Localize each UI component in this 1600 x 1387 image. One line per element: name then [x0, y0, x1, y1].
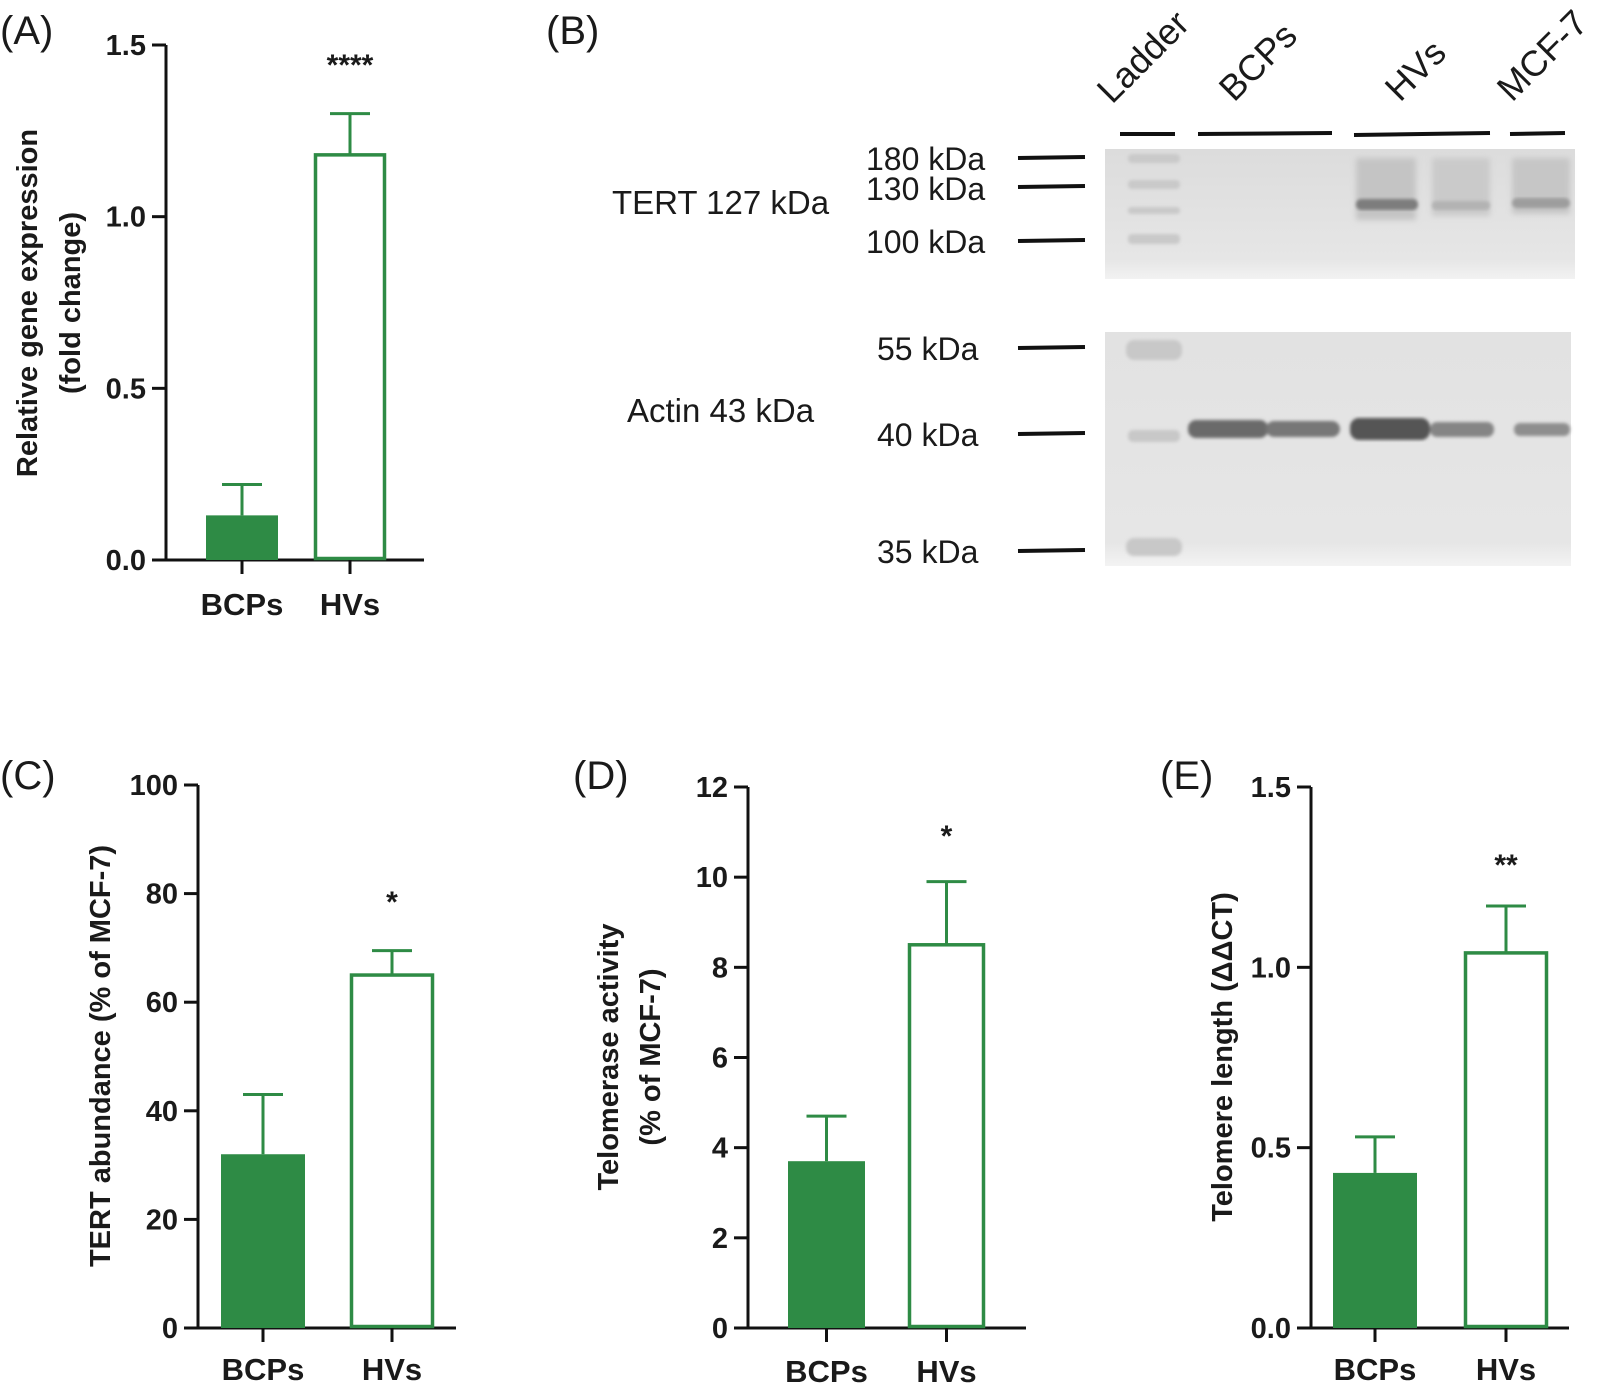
y-tick-label: 1.0	[106, 202, 146, 234]
bar-hvs	[907, 943, 986, 1329]
lane-label-mcf7: MCF-7	[1489, 2, 1596, 109]
panel-label: (C)	[0, 754, 56, 798]
marker-55-tick	[1017, 345, 1086, 350]
x-category-label: BCPs	[201, 587, 284, 622]
bar-bcps	[206, 515, 278, 560]
actin-gel	[1105, 332, 1571, 566]
significance-marker: *	[386, 886, 398, 919]
marker-180-tick	[1017, 155, 1086, 160]
tert-gel	[1105, 149, 1575, 279]
tert-ladder-bands	[1128, 154, 1180, 244]
y-tick-label: 1.5	[106, 30, 146, 62]
y-tick-label: 0.5	[1251, 1133, 1291, 1165]
lane-label-hvs: HVs	[1377, 32, 1454, 109]
y-tick-label: 0.0	[1251, 1313, 1291, 1345]
marker-100: 100 kDa	[866, 224, 985, 260]
y-tick-label: 4	[712, 1133, 728, 1165]
y-tick-label: 100	[130, 770, 178, 802]
lane-label-ladder: Ladder	[1089, 2, 1197, 110]
y-tick-label: 8	[712, 952, 728, 984]
marker-35-tick	[1017, 548, 1086, 553]
y-tick-label: 10	[696, 862, 728, 894]
x-category-label: HVs	[362, 1352, 422, 1387]
marker-130: 130 kDa	[866, 171, 985, 207]
panel-e-chart: (E) 0.0 0.5 1.0 1.5 Telomere length (ΔΔCT) BCP…	[1160, 754, 1569, 1387]
tert-sample-smears	[1356, 158, 1570, 220]
y-axis-label: TERT abundance (% of MCF-7)	[85, 845, 117, 1267]
y-tick-label: 2	[712, 1223, 728, 1255]
panel-d-chart: (D) 0 2 4 6 8 10 12 Telomerase activity (% of MCF…	[573, 754, 1026, 1387]
lane-bar-hvs	[1353, 131, 1491, 137]
bar-hvs	[1463, 951, 1549, 1329]
panel-b-blot: (B) Ladder BCPs HVs MCF-7 TERT 127 kDa A…	[546, 2, 1595, 570]
actin-row-label: Actin 43 kDa	[627, 392, 815, 429]
y-tick-label: 0	[712, 1313, 728, 1345]
tert-bands	[1356, 198, 1570, 210]
panel-a-chart: (A) 0.0 0.5 1.0 1.5 Relative gene expression (…	[0, 9, 424, 622]
panel-label: (A)	[0, 9, 53, 53]
lane-bar-mcf7	[1509, 131, 1566, 136]
actin-bands	[1188, 418, 1570, 440]
tert-gel-background	[1105, 149, 1575, 279]
y-tick-label: 20	[146, 1204, 178, 1236]
marker-40-tick	[1017, 431, 1086, 436]
significance-marker: *	[941, 820, 953, 853]
y-tick-label: 0	[162, 1313, 178, 1345]
bar-bcps	[1333, 1172, 1417, 1328]
y-tick-label: 0.0	[106, 545, 146, 577]
significance-marker: **	[1494, 849, 1518, 882]
marker-100-tick	[1017, 238, 1086, 243]
y-tick-label: 1.5	[1251, 772, 1291, 804]
x-category-label: BCPs	[785, 1354, 868, 1387]
panel-label: (D)	[573, 754, 629, 798]
marker-40: 40 kDa	[877, 417, 979, 453]
y-axis-label: (% of MCF-7)	[635, 968, 667, 1145]
x-category-label: HVs	[320, 587, 380, 622]
y-tick-label: 6	[712, 1043, 728, 1075]
y-tick-label: 60	[146, 987, 178, 1019]
tert-row-label: TERT 127 kDa	[612, 184, 830, 221]
y-tick-label: 12	[696, 772, 728, 804]
x-category-label: HVs	[916, 1354, 976, 1387]
marker-180: 180 kDa	[866, 141, 985, 177]
lane-bars	[1120, 131, 1566, 137]
y-axis-label: (fold change)	[55, 212, 87, 394]
x-category-label: BCPs	[222, 1352, 305, 1387]
y-tick-label: 0.5	[106, 373, 146, 405]
panel-c-chart: (C) 0 20 40 60 80 100 TERT abundance (% of MCF-…	[0, 754, 456, 1387]
marker-130-tick	[1017, 184, 1086, 189]
y-axis-label: Telomere length (ΔΔCT)	[1207, 892, 1239, 1222]
actin-ladder-bands	[1126, 340, 1182, 556]
marker-55: 55 kDa	[877, 331, 979, 367]
y-tick-label: 40	[146, 1096, 178, 1128]
x-category-label: HVs	[1476, 1352, 1536, 1387]
bar-hvs	[313, 153, 387, 561]
panel-label: (E)	[1160, 754, 1213, 798]
significance-marker: ****	[327, 49, 374, 82]
bar-hvs	[349, 973, 435, 1329]
lane-label-bcps: BCPs	[1211, 15, 1305, 109]
marker-35: 35 kDa	[877, 534, 979, 570]
bar-bcps	[788, 1161, 865, 1328]
y-tick-label: 80	[146, 879, 178, 911]
y-axis-label: Relative gene expression	[12, 129, 44, 477]
y-axis-label: Telomerase activity	[593, 923, 625, 1190]
panel-b-label: (B)	[546, 9, 599, 53]
y-tick-label: 1.0	[1251, 952, 1291, 984]
x-category-label: BCPs	[1334, 1352, 1417, 1387]
lane-bar-bcps	[1197, 131, 1333, 136]
bar-bcps	[221, 1154, 305, 1328]
actin-gel-background	[1105, 332, 1571, 566]
